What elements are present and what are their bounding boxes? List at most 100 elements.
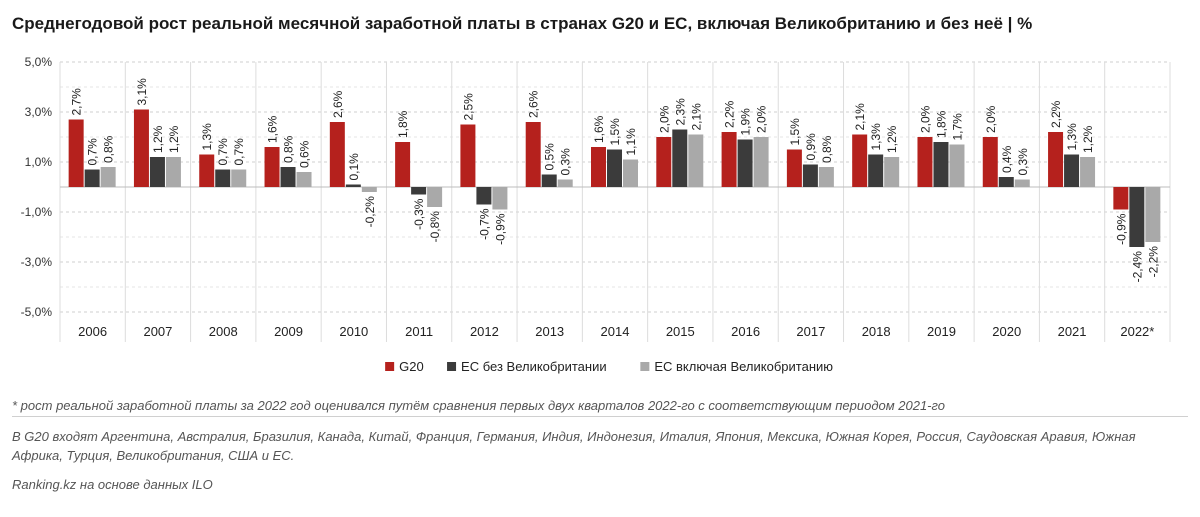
- bar: [165, 157, 181, 187]
- divider: [12, 416, 1188, 417]
- bar: [998, 177, 1014, 187]
- data-label: 1,8%: [934, 110, 948, 138]
- legend-swatch: [385, 362, 395, 371]
- data-label: 1,1%: [624, 128, 638, 156]
- data-label: 0,5%: [543, 143, 557, 171]
- data-label: 2,2%: [723, 100, 737, 128]
- x-tick-label: 2022*: [1120, 324, 1154, 339]
- bar: [1145, 187, 1161, 242]
- bar: [395, 142, 411, 187]
- data-label: -0,7%: [477, 208, 491, 240]
- bar: [149, 157, 165, 187]
- x-tick-label: 2009: [274, 324, 303, 339]
- bar: [361, 187, 377, 192]
- bar: [1048, 132, 1064, 187]
- y-tick-label: 1,0%: [25, 155, 53, 169]
- bar: [933, 142, 949, 187]
- y-tick-label: -3,0%: [21, 255, 53, 269]
- data-label: 2,7%: [70, 88, 84, 116]
- x-tick-label: 2019: [927, 324, 956, 339]
- bar: [802, 164, 818, 187]
- y-tick-label: 5,0%: [25, 55, 53, 69]
- data-label: 2,1%: [689, 103, 703, 131]
- x-tick-label: 2008: [209, 324, 238, 339]
- data-label: -0,3%: [412, 198, 426, 230]
- bar: [607, 149, 622, 187]
- x-tick-label: 2013: [535, 324, 564, 339]
- data-label: 1,2%: [885, 125, 899, 153]
- y-tick-label: -5,0%: [21, 305, 53, 319]
- x-tick-label: 2017: [796, 324, 825, 339]
- data-label: 0,6%: [298, 140, 312, 168]
- x-tick-label: 2006: [78, 324, 107, 339]
- bar: [1129, 187, 1145, 247]
- data-label: 2,0%: [918, 105, 932, 133]
- bar: [868, 154, 884, 187]
- footnote: * рост реальной заработной платы за 2022…: [12, 398, 945, 413]
- bar: [460, 124, 476, 187]
- data-label: 0,8%: [282, 135, 296, 163]
- legend-label: ЕС без Великобритании: [461, 359, 607, 374]
- data-label: 2,6%: [527, 90, 541, 118]
- data-label: 2,0%: [657, 105, 671, 133]
- bar: [557, 179, 573, 187]
- x-tick-label: 2018: [862, 324, 891, 339]
- y-tick-label: 3,0%: [25, 105, 53, 119]
- bar: [1014, 179, 1030, 187]
- bar: [100, 167, 116, 187]
- bar: [786, 149, 802, 187]
- bar: [982, 137, 998, 187]
- data-label: -2,4%: [1130, 251, 1144, 283]
- bar: [427, 187, 443, 207]
- x-tick-label: 2007: [143, 324, 172, 339]
- x-tick-label: 2016: [731, 324, 760, 339]
- data-label: -2,2%: [1146, 246, 1160, 278]
- data-label: 0,3%: [559, 148, 573, 176]
- bar: [296, 172, 312, 187]
- bar: [476, 187, 492, 205]
- data-label: 2,2%: [1049, 100, 1063, 128]
- bar: [329, 122, 345, 187]
- bar: [818, 167, 834, 187]
- data-label: -0,9%: [1114, 213, 1128, 245]
- data-label: 3,1%: [135, 78, 149, 106]
- y-tick-label: -1,0%: [21, 205, 53, 219]
- bar: [215, 169, 231, 187]
- data-label: 1,5%: [608, 118, 622, 146]
- data-label: 1,9%: [739, 108, 753, 136]
- bar: [656, 137, 672, 187]
- bar: [231, 169, 247, 187]
- source-note: Ranking.kz на основе данных ILO: [12, 477, 213, 492]
- data-label: 1,2%: [151, 125, 165, 153]
- data-label: 1,8%: [396, 110, 410, 138]
- chart-title: Среднегодовой рост реальной месячной зар…: [12, 14, 1033, 33]
- data-label: 1,7%: [950, 113, 964, 141]
- bar: [672, 129, 688, 187]
- data-label: 2,3%: [673, 98, 687, 126]
- data-label: -0,9%: [493, 213, 507, 245]
- bar: [525, 122, 541, 187]
- data-label: 2,0%: [984, 105, 998, 133]
- bar: [737, 139, 753, 187]
- bar: [1080, 157, 1096, 187]
- bar: [264, 147, 280, 187]
- data-label: 0,8%: [102, 135, 116, 163]
- bar: [721, 132, 737, 187]
- bar: [591, 147, 606, 187]
- bar: [623, 159, 638, 187]
- data-label: 0,8%: [820, 135, 834, 163]
- bar: [84, 169, 100, 187]
- bar: [541, 174, 557, 187]
- bar: [411, 187, 427, 195]
- x-tick-label: 2010: [339, 324, 368, 339]
- bar: [345, 184, 361, 187]
- data-label: 2,6%: [331, 90, 345, 118]
- data-label: 1,3%: [1065, 123, 1079, 151]
- data-label: 2,5%: [461, 93, 475, 121]
- bar: [133, 109, 149, 187]
- data-label: 1,6%: [266, 115, 280, 143]
- bar: [280, 167, 296, 187]
- data-label: 0,9%: [804, 133, 818, 161]
- bar: [688, 134, 704, 187]
- bar: [199, 154, 215, 187]
